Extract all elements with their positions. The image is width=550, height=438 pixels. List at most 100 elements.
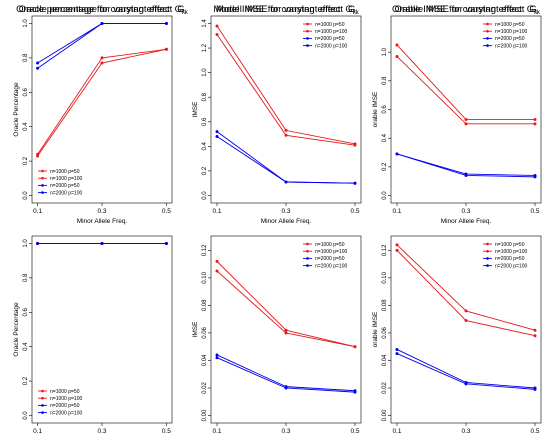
legend-label: n=2000 p=100 [50,410,82,416]
legend-marker [306,242,309,246]
x-axis-label: Minor Allele Freq. [261,218,312,225]
chart-title: Model IMSE for constant effect Gk [213,4,359,16]
series-line [216,34,356,146]
legend-label: n=1000 p=100 [315,249,347,255]
data-point [284,386,288,390]
y-tick-label: 0.6 [23,307,29,316]
series-line [216,136,356,184]
series-1 [395,243,537,332]
series-2 [215,269,357,349]
chart-panel-2: Model IMSE for varying effect Gk 0.1 0.3 0.5… [192,4,362,225]
legend-marker [306,249,309,253]
data-point [284,128,288,132]
data-point [100,56,104,60]
data-point [533,334,537,338]
x-tick-label: 0.1 [392,428,401,435]
y-axis-label: IMSE [192,321,199,338]
legend-marker [306,22,309,26]
series-line [216,131,356,184]
x-tick-label: 0.3 [461,428,470,435]
data-point [464,319,468,323]
data-point [100,21,104,25]
chart-title: Model IMSE for varying effect Gk [216,4,357,16]
y-tick-label: 0.10 [382,271,388,283]
legend-label: n=2000 p=100 [495,43,527,49]
x-tick-label: 0.5 [530,428,539,435]
legend-label: n=1000 p=100 [495,29,527,35]
y-tick-label: 1.0 [23,239,29,248]
series-line [37,48,167,157]
data-point [36,66,40,70]
data-point [36,61,40,65]
legend-marker [486,37,489,40]
x-tick-label: 0.3 [281,208,290,215]
x-tick-label: 0.1 [212,208,221,215]
y-tick-label: 0.2 [202,166,208,175]
data-point [215,259,219,263]
series-4 [36,241,168,245]
chart-title-subscript: k [353,9,357,16]
chart-title-symbol: G [177,4,184,15]
legend-marker [41,191,44,194]
y-tick-label: 0.04 [202,354,208,366]
legend-label: n=2000 p=50 [315,256,345,262]
chart-panel-6: Orable IMSE for constant effect Gk 0.1 0.3 0… [372,4,542,435]
chart-title: Oracle percentage for varying effect Gk [19,4,186,16]
chart-title-symbol: G [527,4,534,15]
chart-title-subscript: k [537,9,541,16]
x-tick-label: 0.3 [281,428,290,435]
chart-title: Oracle percentage for constant effect Gk [16,4,189,16]
series-line [396,44,535,120]
legend-label: n=2000 p=100 [315,263,347,269]
data-point [464,118,468,122]
data-point [395,152,399,156]
legend-label: n=1000 p=50 [495,22,525,28]
data-point [284,328,288,332]
y-tick-label: 0.4 [23,122,29,131]
data-point [395,352,399,356]
legend-marker [41,396,44,400]
y-tick-label: 0.00 [382,409,388,421]
series-3 [215,353,357,393]
legend-label: n=1000 p=100 [315,29,347,35]
legend-label: n=1000 p=100 [50,396,82,402]
legend-label: n=2000 p=100 [315,43,347,49]
series-line [396,56,535,125]
data-point [164,21,168,25]
data-point [395,248,399,252]
legend-marker [306,264,309,267]
chart-title-text: Model IMSE for constant effect [213,4,343,15]
chart-title: Orable IMSE for constant effect Gk [392,4,541,16]
data-point [395,243,399,247]
series-4 [36,21,168,70]
x-axis-label: Minor Allele Freq. [441,218,492,225]
x-tick-label: 0.5 [530,208,539,215]
legend-label: n=1000 p=50 [495,242,525,248]
data-point [533,328,537,332]
y-tick-label: 1.0 [202,68,208,77]
y-tick-label: 0.4 [202,142,208,151]
y-tick-label: 0.2 [382,162,388,171]
data-point [215,130,219,134]
x-tick-label: 0.3 [461,208,470,215]
legend-label: n=1000 p=100 [495,249,527,255]
x-tick-label: 0.1 [212,428,221,435]
y-tick-label: 1.2 [202,43,208,52]
data-point [215,353,219,357]
chart-title-text: Orable IMSE for constant effect [392,4,525,15]
chart-title-text: Orable IMSE for varying effect [395,4,522,15]
data-point [284,180,288,184]
y-tick-label: 0.8 [23,53,29,62]
y-tick-label: 0.4 [382,133,388,142]
series-4 [395,352,537,391]
y-tick-label: 0.04 [382,354,388,366]
y-tick-label: 0.08 [382,299,388,311]
data-point [284,331,288,335]
legend-label: n=1000 p=50 [50,169,80,175]
data-point [353,390,357,394]
legend-marker [486,257,489,260]
